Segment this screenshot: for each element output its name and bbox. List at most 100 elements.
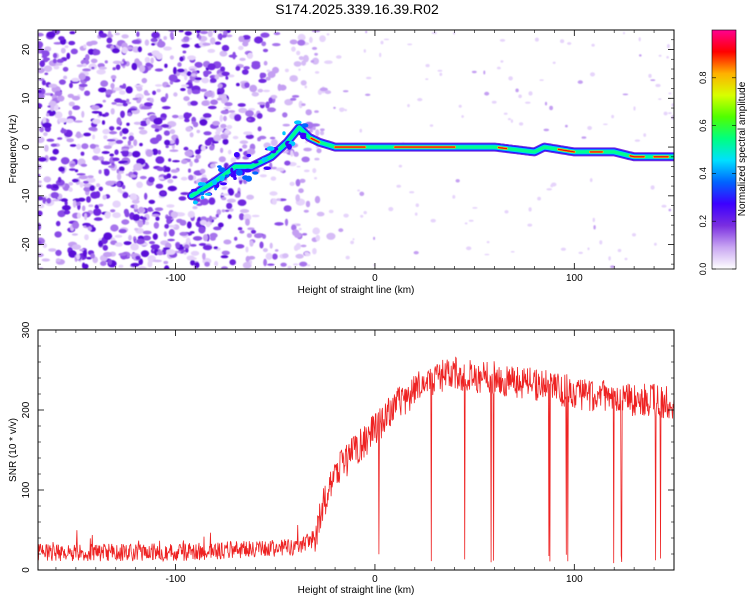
noise-blob [41,258,50,262]
noise-blob [92,49,101,56]
noise-blob [663,111,668,116]
noise-blob [226,124,233,130]
noise-blob [333,106,336,109]
noise-blob [352,238,355,241]
noise-blob [624,257,628,261]
noise-blob [122,102,128,107]
noise-blob [98,203,104,207]
noise-blob [217,83,223,89]
noise-blob [484,253,490,256]
noise-blob [165,216,173,220]
noise-blob [154,128,160,132]
noise-blob [365,93,371,97]
noise-blob [275,167,285,172]
noise-blob [245,110,254,117]
noise-blob [298,68,301,71]
noise-blob [276,198,281,202]
noise-blob [238,45,244,51]
noise-blob [166,204,175,208]
noise-blob [66,52,71,60]
snr-xtick-label: 0 [372,574,378,585]
noise-blob [189,257,197,261]
noise-blob [152,90,157,96]
noise-blob [44,144,49,152]
noise-blob [314,157,320,161]
noise-blob [43,176,52,183]
noise-blob [326,33,330,36]
noise-blob [210,99,218,105]
noise-blob [115,139,124,144]
noise-blob [305,200,311,208]
noise-blob [66,138,74,143]
noise-blob [135,255,141,260]
noise-blob [639,54,642,57]
noise-blob [104,211,111,219]
snr-frame [37,329,675,571]
transition-blob [212,179,218,186]
noise-blob [68,187,73,192]
noise-blob [439,72,443,76]
noise-blob [183,244,190,250]
noise-blob [471,70,477,74]
spectrogram-ytick-label: 10 [21,92,32,104]
noise-blob [267,263,275,266]
noise-blob [245,134,254,140]
noise-blob [622,93,629,96]
noise-blob [266,69,271,73]
noise-blob [608,256,611,261]
noise-blob [650,79,656,81]
noise-blob [269,191,278,196]
noise-blob [413,251,419,255]
noise-blob [221,197,227,201]
noise-blob [224,102,233,107]
noise-blob [103,135,108,140]
noise-blob [207,48,216,53]
noise-blob [118,264,124,268]
noise-blob [49,156,57,161]
noise-blob [38,93,45,99]
noise-blob [437,69,443,72]
noise-blob [215,213,219,218]
noise-blob [185,126,193,132]
noise-blob [71,244,82,250]
noise-blob [178,30,184,33]
noise-blob [195,30,201,34]
noise-blob [311,46,318,50]
noise-blob [213,226,222,231]
noise-blob [181,43,190,48]
noise-blob [198,226,206,234]
noise-blob [271,198,277,205]
noise-blob [146,118,151,125]
noise-blob [189,132,194,138]
noise-blob [160,191,166,196]
noise-blob [114,149,119,155]
noise-blob [46,197,52,204]
noise-blob [136,238,145,245]
noise-blob [259,174,267,178]
noise-blob [246,233,252,238]
noise-blob [133,163,143,171]
noise-blob [85,54,90,61]
noise-blob [610,265,615,269]
noise-blob [312,125,316,131]
noise-blob [144,221,150,225]
noise-blob [305,109,312,116]
noise-blob [38,222,42,231]
noise-blob [204,91,214,98]
noise-blob [170,211,178,219]
noise-blob [303,209,309,213]
noise-blob [254,233,263,239]
noise-blob [46,31,56,38]
noise-blob [466,246,472,251]
noise-blob [175,242,180,249]
noise-blob [213,246,218,250]
noise-blob [52,52,58,59]
colorbar-ticks: 0.0 0.2 0.4 0.6 0.8 [698,72,736,275]
noise-blob [84,234,89,241]
noise-blob [316,148,322,154]
noise-blob [220,147,224,153]
noise-blob [295,194,301,202]
noise-blob [229,259,236,266]
noise-blob [227,214,232,219]
spectrogram-xlabel: Height of straight line (km) [298,285,415,296]
